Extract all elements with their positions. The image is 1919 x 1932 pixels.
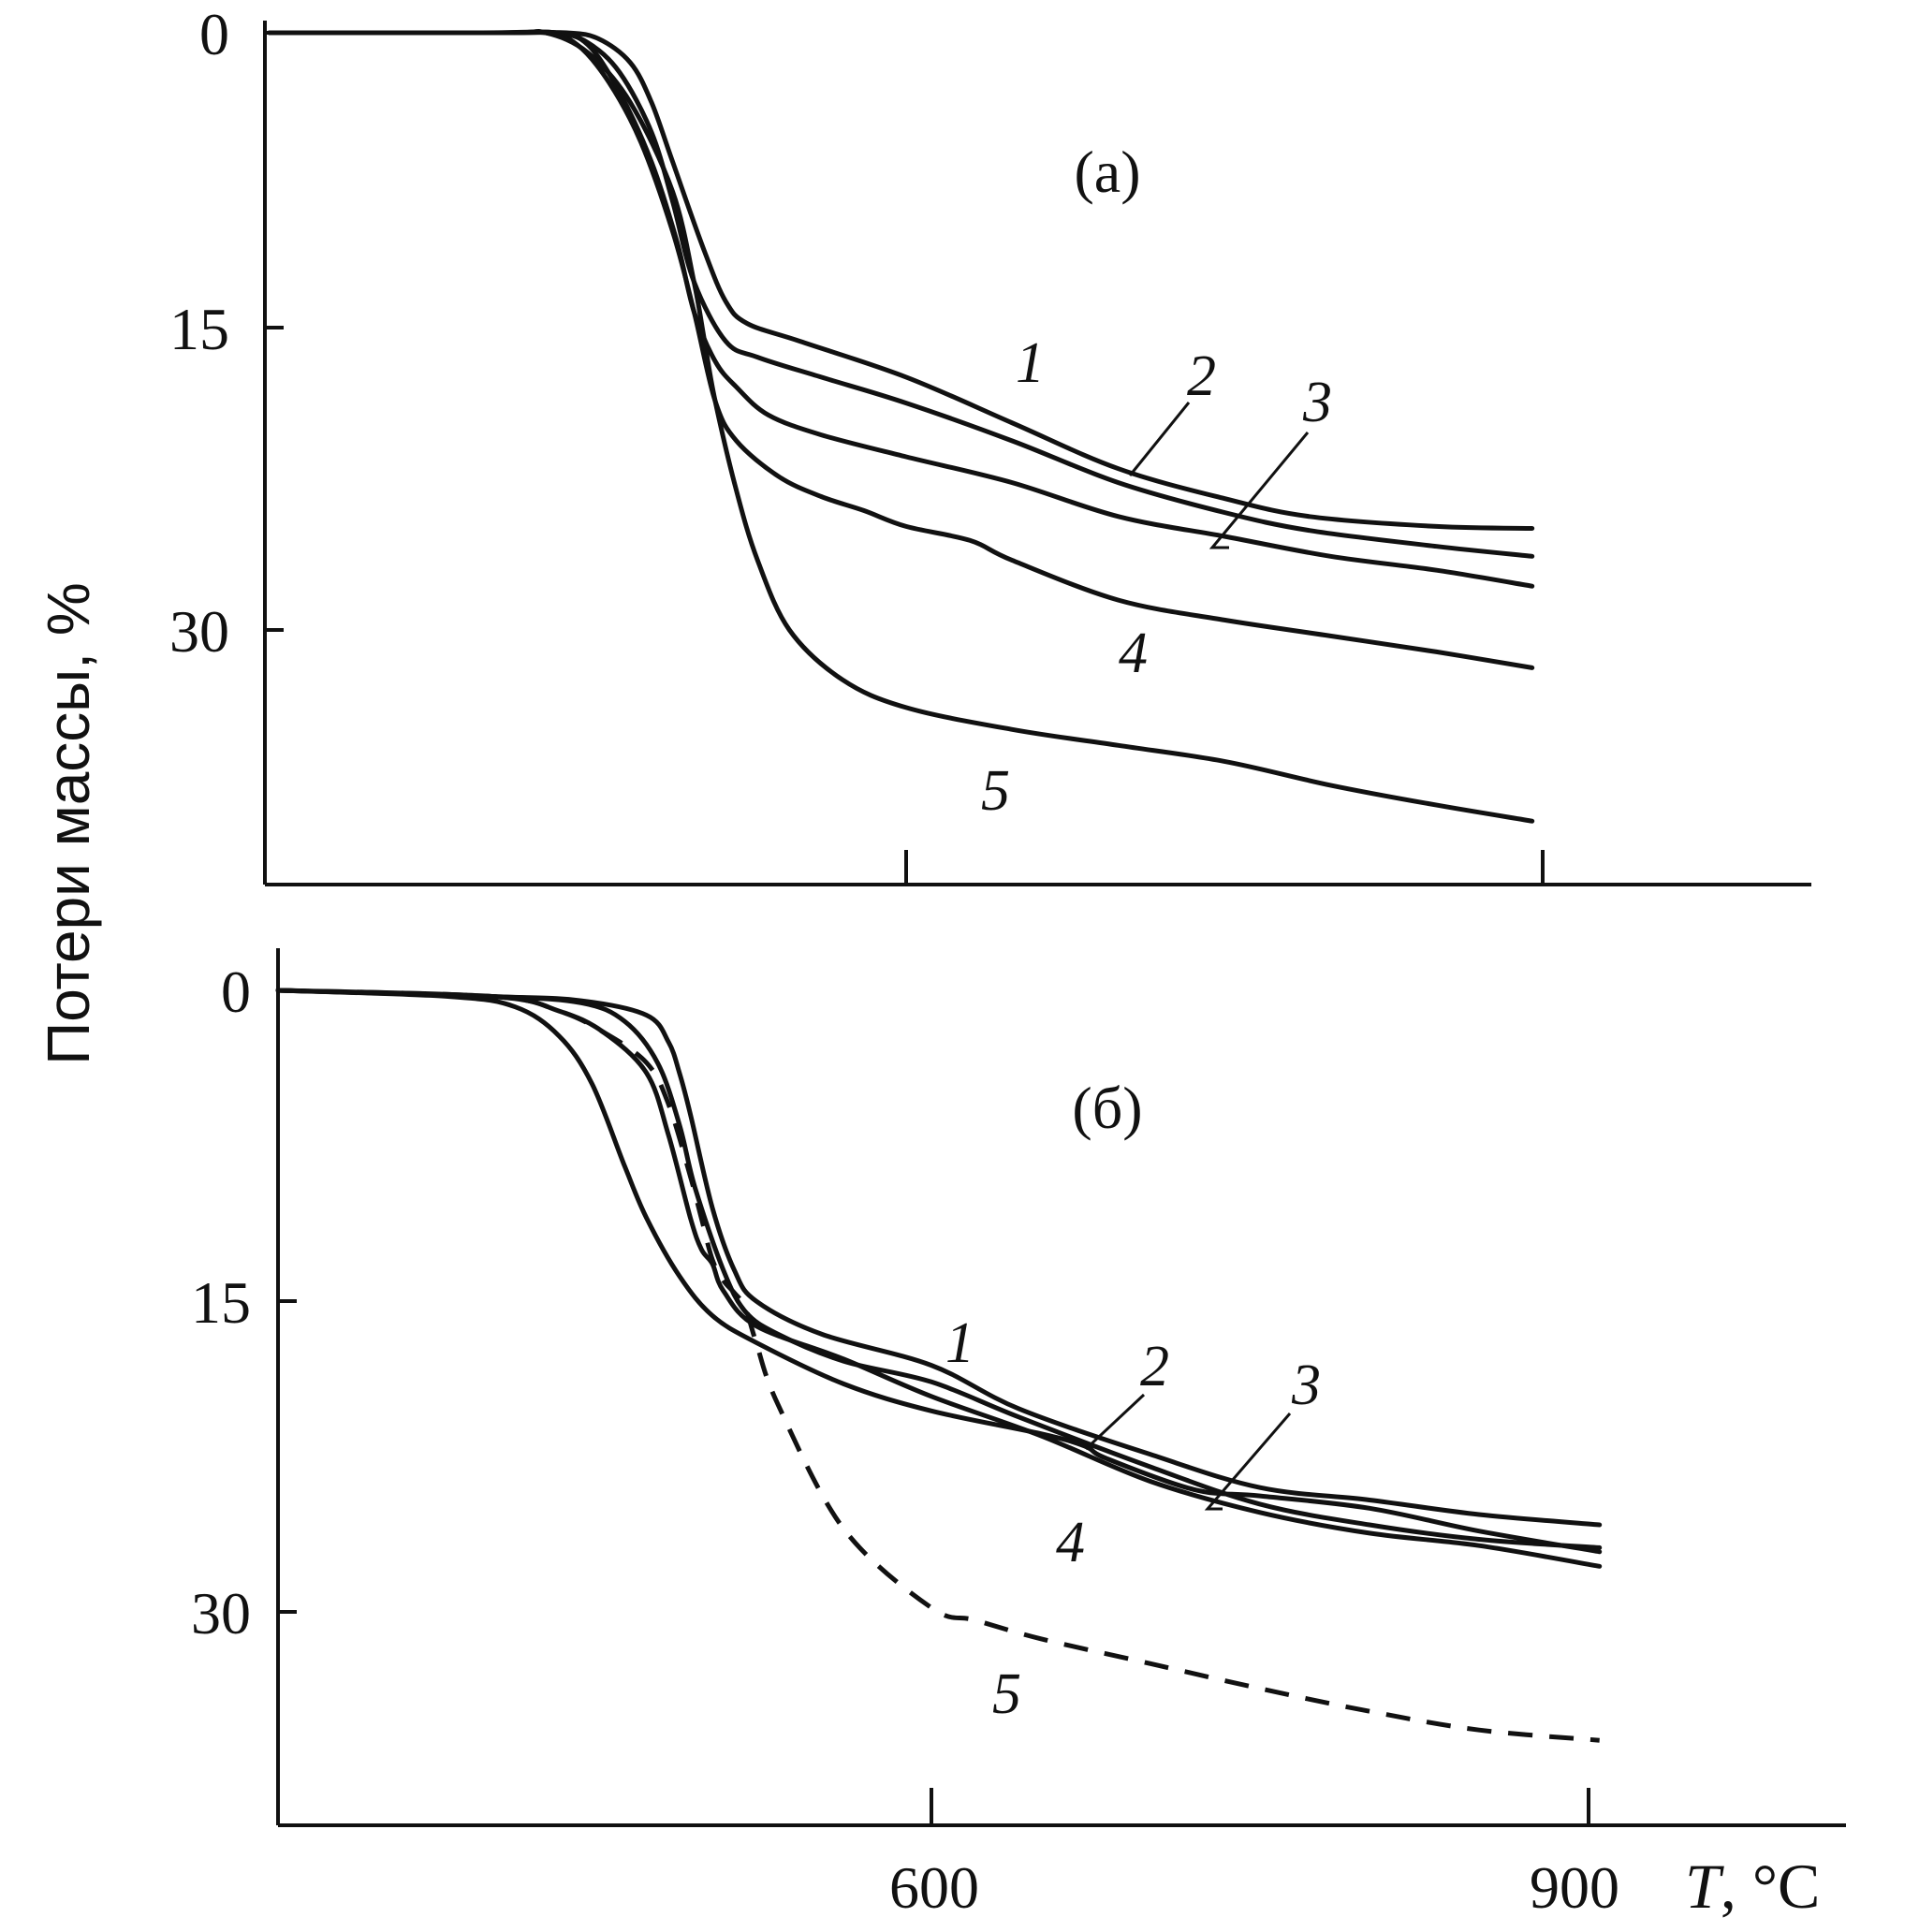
panel-a-y-tick-label-30: 30 [169,598,229,665]
panel-b-curve-5 [277,988,1600,1743]
panel-a-curve-label-5: 5 [981,759,1010,823]
panel-b-curve-label-2: 2 [1140,1335,1169,1398]
panel-b-y-tick-label-15: 15 [191,1269,251,1336]
panel-a-label: (a) [1074,139,1140,205]
panel-b-curve-label-4: 4 [1056,1511,1085,1574]
panel-a-curve-label-2: 2 [1187,344,1216,408]
y-axis-label: Потери массы, % [35,582,102,1065]
panel-a-curve-label-1: 1 [1016,331,1045,395]
panel-b-curve-4 [275,988,1603,1555]
panel-b-x-tick-label-900: 900 [1530,1854,1619,1921]
panel-a-y-tick-label-0: 0 [199,1,229,67]
panel-b-curve-label-5: 5 [992,1662,1021,1726]
panel-a-curve-3 [267,29,1535,589]
panel-b-curve-1 [275,988,1603,1528]
panel-a: 0 15 30 (a) 1 2 3 4 5 [169,1,1811,886]
panel-b-label: (б) [1072,1075,1142,1141]
panel-a-curve-label-3: 3 [1302,371,1332,434]
panel-b-leader-3 [1204,1412,1292,1511]
x-axis-label: T, °C [1685,1851,1820,1922]
panel-b-curve-label-3: 3 [1291,1354,1321,1417]
panel-b-y-tick-label-0: 0 [221,959,251,1025]
panel-a-curve-1 [267,30,1535,531]
panel-a-curves [267,28,1535,824]
panel-b-leader-2 [1084,1393,1146,1451]
panel-a-curve-2 [267,29,1535,559]
x-axis-unit: , °C [1721,1851,1821,1922]
panel-a-leader-3 [1209,432,1310,549]
panel-b-y-tick-label-30: 30 [191,1580,251,1647]
panel-a-y-tick-label-15: 15 [169,296,229,362]
panel-a-curve-4 [267,29,1535,670]
panel-b-curves [275,988,1603,1743]
panel-b-curve-3 [275,988,1603,1569]
panel-a-curve-5 [267,28,1535,824]
panel-b-x-tick-label-600: 600 [889,1854,979,1921]
panel-b: 0 15 30 600 900 T, °C (б) 1 2 3 4 5 [191,948,1846,1922]
x-axis-variable: T [1685,1851,1724,1922]
panel-a-curve-label-4: 4 [1119,622,1148,685]
panel-b-curve-2 [275,988,1603,1550]
panel-b-curve-label-1: 1 [945,1311,974,1375]
panel-a-leader-2 [1128,402,1191,476]
